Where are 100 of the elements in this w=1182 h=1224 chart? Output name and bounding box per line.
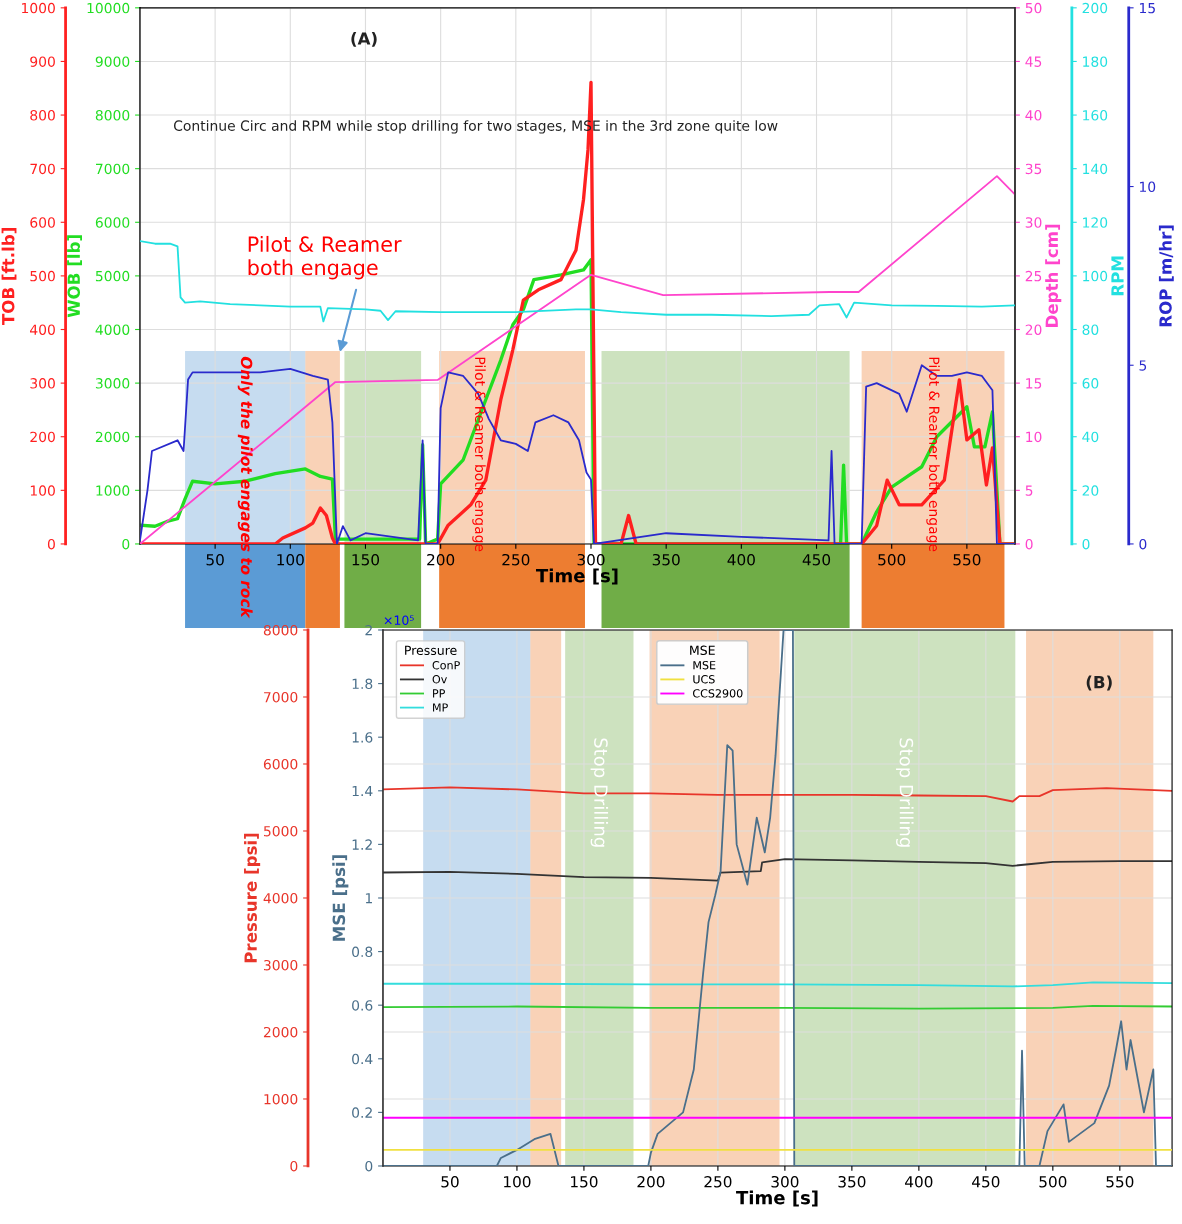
- y2-tick-label: 20: [1082, 485, 1099, 496]
- annotation: (B): [1086, 675, 1112, 691]
- x-tick-label: 500: [878, 553, 906, 566]
- x-tick-label: 150: [352, 553, 380, 566]
- y3-tick-label: 15: [1139, 2, 1155, 14]
- y2-axis-title: MSE [psi]: [332, 855, 349, 941]
- x-tick-label: 350: [838, 1175, 866, 1188]
- y2-tick-label: 120: [1083, 217, 1108, 228]
- y2-tick-label: 60: [1082, 378, 1099, 389]
- y-tick-label: 5000: [264, 825, 298, 837]
- y2-tick-label: 800: [30, 110, 55, 121]
- x-tick-label: 300: [771, 1175, 799, 1188]
- y2-tick-label: 1.4: [352, 785, 373, 797]
- y2-tick-label: 160: [1083, 110, 1108, 121]
- legend-label: PP: [433, 689, 445, 698]
- y-tick-label: 1000: [264, 1093, 298, 1105]
- legend-label: UCS: [693, 675, 715, 684]
- y-tick-label: 4000: [263, 892, 298, 904]
- y2-tick-label: 500: [30, 270, 55, 282]
- y-tick-label: 50: [1025, 2, 1042, 14]
- y-tick-label: 10: [1026, 431, 1042, 443]
- y-tick-label: 5: [1025, 485, 1033, 496]
- y-tick-label: 25: [1025, 270, 1042, 282]
- band-label: Stop Drilling: [896, 738, 914, 847]
- legend-label: MP: [433, 703, 448, 712]
- y2-tick-label: 900: [30, 56, 55, 67]
- y-tick-label: 0: [122, 538, 130, 550]
- y-axis-title: Depth [cm]: [1045, 224, 1062, 327]
- x-tick-label: 350: [652, 553, 680, 566]
- y2-tick-label: 0: [1082, 538, 1090, 550]
- y-tick-label: 9000: [95, 56, 130, 67]
- y2-tick-label: 0.6: [352, 1000, 373, 1011]
- x-tick-label: 50: [441, 1175, 459, 1188]
- y-tick-label: 7000: [264, 691, 298, 703]
- y-tick-label: 10000: [87, 2, 130, 14]
- y-tick-label: 0: [290, 1160, 298, 1172]
- x-tick-label: 450: [802, 553, 831, 566]
- y-tick-label: 6000: [95, 217, 130, 228]
- y2-tick-label: 180: [1083, 56, 1108, 67]
- y-tick-label: 2000: [263, 1026, 298, 1038]
- y2-tick-label: 400: [30, 324, 55, 335]
- y-tick-label: 8000: [263, 624, 298, 636]
- y2-tick-label: 80: [1082, 324, 1099, 335]
- y2-tick-label: 600: [30, 217, 55, 228]
- band-label: Stop Drilling: [590, 738, 609, 847]
- text: ×10⁵: [384, 615, 414, 625]
- y-tick-label: 40: [1025, 110, 1042, 121]
- y-tick-label: 0: [1025, 538, 1033, 550]
- y2-tick-label: 200: [1082, 2, 1108, 14]
- y2-tick-label: 40: [1082, 431, 1099, 443]
- y-tick-label: 5000: [95, 270, 130, 282]
- y3-tick-label: 10: [1139, 181, 1156, 193]
- legend-label: MSE: [693, 660, 716, 670]
- y2-tick-label: 140: [1083, 163, 1108, 175]
- y-tick-label: 8000: [95, 110, 130, 121]
- x-tick-label: 550: [953, 553, 981, 566]
- band-label: Pilot & Reamer both engage: [472, 357, 486, 552]
- y-tick-label: 45: [1025, 56, 1042, 67]
- x-tick-label: 250: [704, 1175, 732, 1188]
- x-tick-label: 500: [1039, 1175, 1067, 1188]
- y-axis-title: WOB [lb]: [67, 235, 82, 318]
- y2-tick-label: 0.8: [352, 946, 373, 958]
- y-tick-label: 6000: [263, 758, 298, 770]
- y2-tick-label: 0: [365, 1160, 373, 1172]
- y2-tick-label: 200: [30, 431, 55, 443]
- legend-label: ConP: [432, 660, 460, 670]
- y2-tick-label: 1.6: [352, 732, 373, 743]
- x-axis-title: Time [s]: [736, 1190, 818, 1207]
- annotation: (A): [351, 31, 377, 47]
- y-tick-label: 30: [1025, 217, 1042, 228]
- x-tick-label: 450: [972, 1175, 1000, 1188]
- y3-axis-title: ROP [m/hr]: [1158, 225, 1174, 327]
- legend-label: Ov: [432, 675, 447, 684]
- y2-tick-label: 100: [30, 485, 55, 496]
- x-tick-label: 400: [727, 553, 755, 566]
- annotation: Pilot & Reamer both engage: [248, 235, 402, 280]
- y-tick-label: 3000: [263, 959, 298, 971]
- y2-axis-title: TOB [ft.lb]: [1, 228, 17, 326]
- y-tick-label: 35: [1025, 163, 1042, 175]
- y-tick-label: 15: [1026, 378, 1042, 389]
- text: Pressure: [405, 645, 457, 656]
- y-tick-label: 3000: [95, 378, 130, 389]
- y2-tick-label: 1.8: [352, 678, 373, 690]
- x-tick-label: 250: [502, 553, 530, 566]
- y-tick-label: 20: [1025, 324, 1042, 335]
- x-tick-label: 550: [1106, 1175, 1134, 1188]
- y-axis-title: Pressure [psi]: [244, 833, 261, 963]
- y3-tick-label: 0: [1139, 538, 1147, 550]
- y2-tick-label: 2: [365, 624, 372, 636]
- y2-tick-label: 700: [30, 163, 55, 175]
- y2-tick-label: 1000: [22, 2, 55, 14]
- x-tick-label: 200: [637, 1175, 665, 1188]
- y-tick-label: 4000: [95, 324, 130, 335]
- y2-tick-label: 0: [47, 538, 55, 550]
- y-tick-label: 2000: [95, 431, 130, 443]
- y2-tick-label: 100: [1083, 270, 1108, 282]
- y2-tick-label: 1: [365, 893, 372, 904]
- y-tick-label: 7000: [96, 163, 130, 175]
- y2-axis-title: RPM: [1111, 256, 1124, 296]
- y2-tick-label: 0.2: [352, 1107, 372, 1118]
